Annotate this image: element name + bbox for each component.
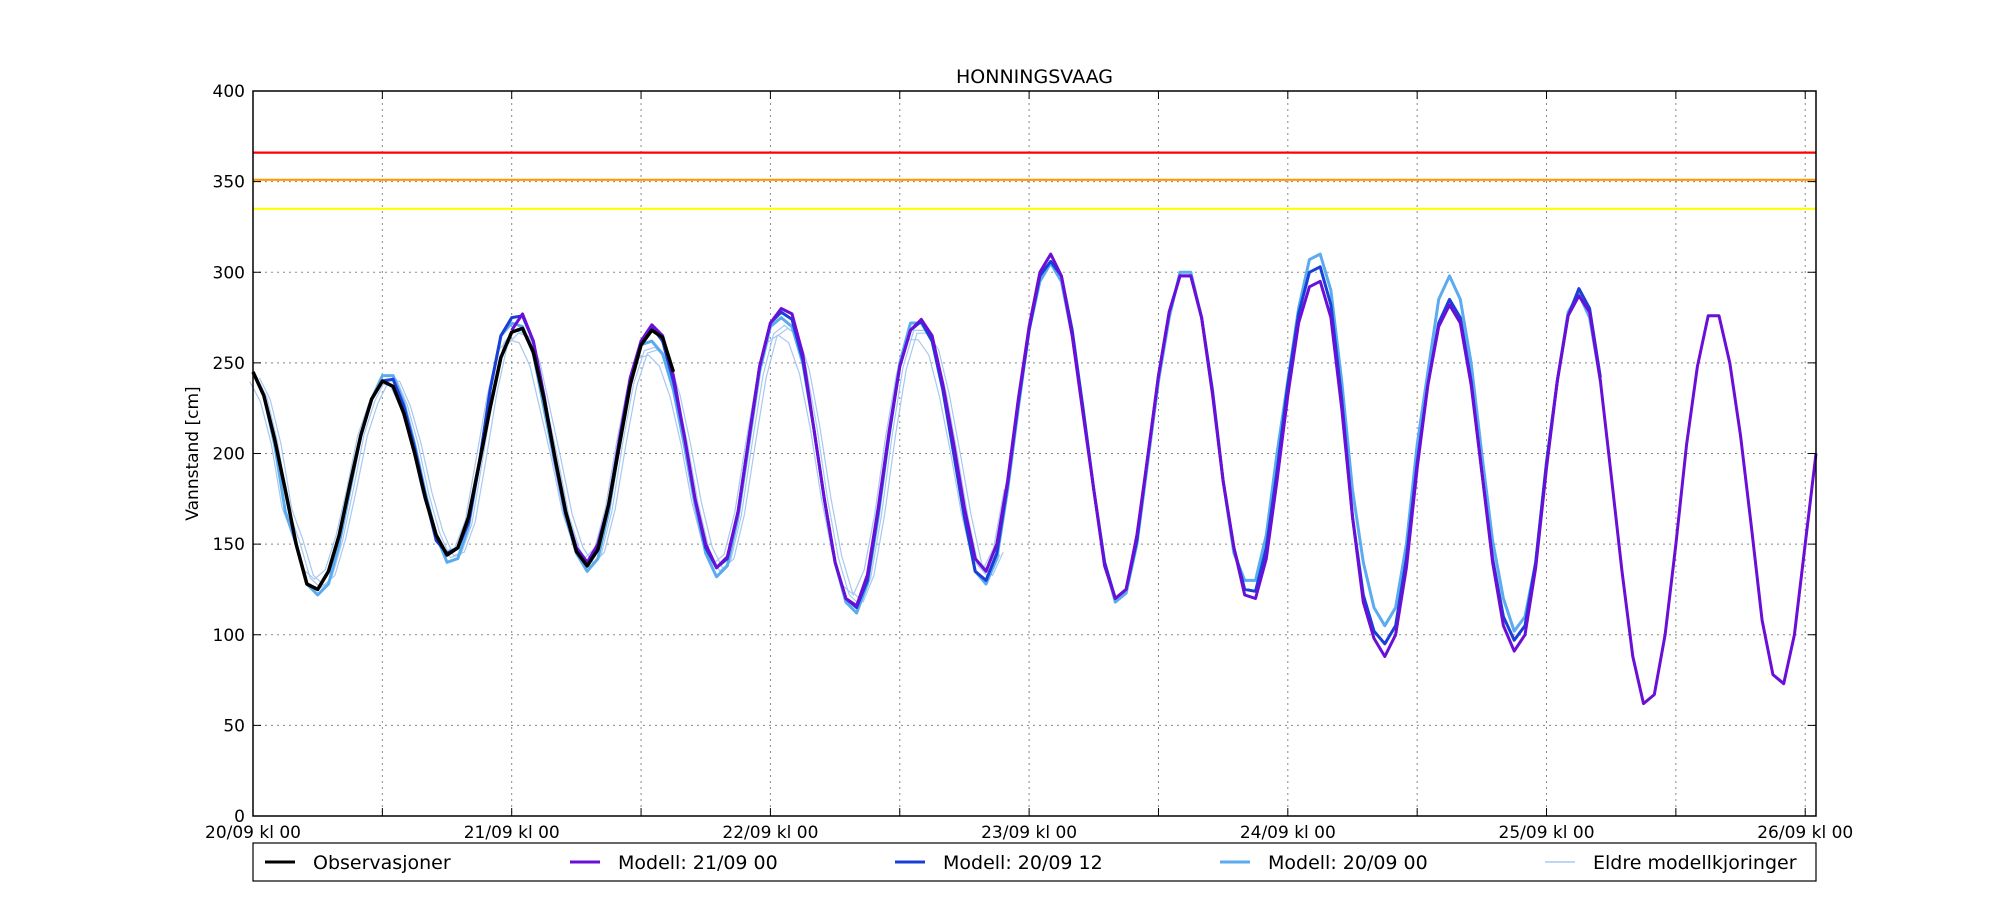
y-tick-label: 400 bbox=[213, 82, 245, 102]
x-tick-label: 26/09 kl 00 bbox=[1757, 823, 1853, 843]
y-tick-label: 200 bbox=[213, 445, 245, 465]
x-tick-label: 21/09 kl 00 bbox=[464, 823, 560, 843]
y-tick-label: 250 bbox=[213, 354, 245, 374]
series-line-obs bbox=[251, 326, 676, 592]
y-tick-label: 50 bbox=[223, 716, 245, 736]
x-tick-label: 25/09 kl 00 bbox=[1499, 823, 1595, 843]
y-tick-label: 100 bbox=[213, 626, 245, 646]
y-tick-label: 350 bbox=[213, 173, 245, 193]
legend-label: Eldre modellkjoringer bbox=[1593, 852, 1797, 874]
series-line-older-run bbox=[258, 327, 1004, 603]
y-tick-label: 0 bbox=[234, 807, 245, 827]
threshold-layer bbox=[253, 151, 1816, 210]
x-tick-label: 20/09 kl 00 bbox=[205, 823, 301, 843]
chart-title: HONNINGSVAAG bbox=[956, 66, 1113, 88]
grid-layer bbox=[253, 91, 1816, 816]
y-tick-label: 150 bbox=[213, 535, 245, 555]
legend: Observasjoner Modell: 21/09 00 Modell: 20/… bbox=[252, 842, 1817, 882]
y-tick-label: 300 bbox=[213, 263, 245, 283]
x-tick-label: 24/09 kl 00 bbox=[1240, 823, 1336, 843]
x-tick-label: 22/09 kl 00 bbox=[722, 823, 818, 843]
legend-label: Modell: 20/09 12 bbox=[943, 852, 1103, 874]
legend-label: Modell: 21/09 00 bbox=[618, 852, 778, 874]
legend-label: Modell: 20/09 00 bbox=[1268, 852, 1428, 874]
axis-layer: 0 50 100 150 200 250 300 350 400 20/09 kl 00 21/09… bbox=[205, 82, 1853, 843]
x-tick-label: 23/09 kl 00 bbox=[981, 823, 1077, 843]
series-line-model bbox=[510, 252, 1818, 706]
legend-label: Observasjoner bbox=[313, 852, 451, 874]
y-axis-label: Vannstand [cm] bbox=[183, 386, 203, 520]
series-layer bbox=[249, 252, 1818, 706]
series-line-older-run bbox=[255, 324, 1001, 606]
